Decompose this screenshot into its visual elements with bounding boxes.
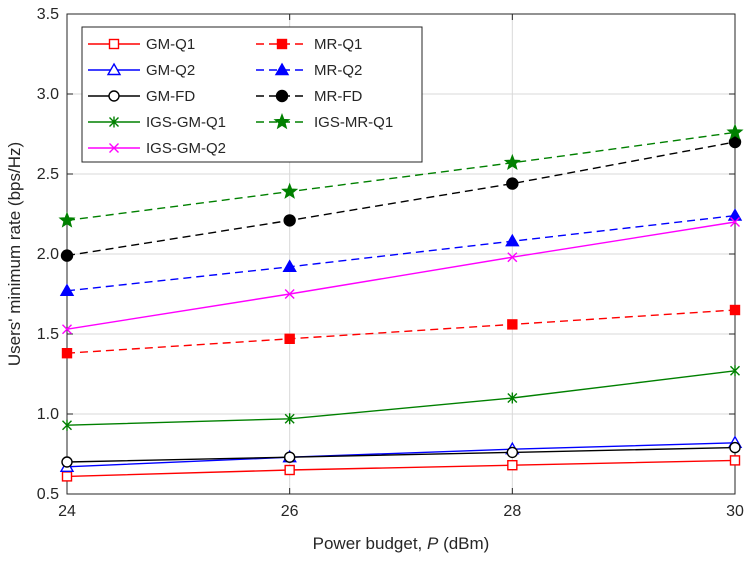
- legend-label: GM-Q2: [146, 62, 195, 79]
- data-point: [507, 252, 518, 263]
- data-point: [728, 135, 742, 149]
- legend-marker: [106, 62, 122, 76]
- x-tick-label: 26: [281, 503, 299, 520]
- data-point: [283, 214, 296, 227]
- legend-item: MR-Q2: [256, 62, 362, 79]
- series-line: [66, 221, 736, 330]
- data-point: [284, 464, 295, 476]
- y-tick-label: 1.0: [37, 406, 59, 423]
- series-igs-gm-q2: [62, 217, 740, 335]
- data-point: [729, 304, 741, 316]
- series-line: [66, 309, 736, 354]
- data-point: [507, 392, 518, 404]
- legend-marker: [275, 89, 289, 103]
- legend-marker: [108, 90, 120, 102]
- series-gm-q2: [59, 435, 743, 472]
- series-mr-q2: [59, 208, 743, 296]
- legend-marker: [273, 113, 291, 130]
- legend-item: IGS-MR-Q1: [256, 113, 393, 131]
- legend-marker: [109, 116, 119, 128]
- x-axis-label-suffix: (dBm): [438, 534, 489, 553]
- data-point: [503, 153, 521, 171]
- series-line: [66, 214, 736, 292]
- legend-item: GM-Q2: [88, 62, 195, 79]
- data-point: [281, 182, 299, 199]
- x-axis-label: Power budget, P (dBm): [313, 534, 490, 553]
- series-line: [66, 459, 736, 478]
- series-line: [66, 442, 736, 468]
- x-tick-label: 28: [503, 503, 521, 520]
- data-point: [61, 348, 73, 359]
- data-point: [61, 456, 73, 468]
- x-axis-label-var: P: [427, 534, 439, 553]
- data-point: [506, 177, 519, 190]
- legend-box: [81, 26, 423, 163]
- data-point: [58, 211, 76, 228]
- legend-label: MR-Q1: [314, 36, 362, 53]
- series-line: [66, 370, 736, 426]
- data-point: [282, 259, 297, 272]
- data-point: [727, 208, 743, 221]
- data-point: [284, 333, 295, 344]
- series-line: [66, 141, 736, 257]
- y-tick-label: 3.0: [37, 86, 59, 103]
- series-igs-mr-q1: [58, 123, 744, 228]
- y-tick-label: 2.5: [37, 166, 59, 183]
- data-point: [506, 446, 519, 459]
- data-point: [729, 455, 741, 466]
- data-point: [62, 419, 72, 431]
- legend-marker: [108, 38, 120, 50]
- legend-item: MR-Q1: [256, 36, 362, 53]
- data-point: [59, 283, 75, 296]
- x-tick-label: 30: [726, 503, 744, 520]
- data-point: [505, 233, 520, 247]
- legend-item: IGS-GM-Q2: [88, 140, 226, 157]
- data-point: [507, 319, 518, 330]
- y-tick-label: 2.0: [37, 246, 59, 263]
- x-tick-label: 24: [58, 503, 76, 520]
- legend-label: MR-FD: [314, 88, 362, 105]
- series-igs-gm-q1: [62, 365, 740, 431]
- series-line: [66, 131, 736, 222]
- series-mr-fd: [60, 135, 742, 262]
- data-point: [62, 324, 72, 335]
- legend: GM-Q1 MR-Q1 GM-Q2 MR-Q2 GM-FD MR-FD IGS-GM-Q1 I…: [81, 26, 423, 163]
- y-tick-label: 1.5: [37, 326, 59, 343]
- data-point: [730, 217, 740, 227]
- legend-label: GM-FD: [146, 88, 195, 105]
- legend-label: IGS-MR-Q1: [314, 114, 393, 131]
- data-point: [283, 451, 296, 463]
- data-point: [507, 460, 518, 471]
- legend-marker: [276, 38, 288, 50]
- legend-label: GM-Q1: [146, 36, 195, 53]
- y-tick-label: 0.5: [37, 486, 59, 503]
- legend-marker: [109, 143, 119, 153]
- legend-item: IGS-GM-Q1: [88, 114, 226, 131]
- series-line: [66, 446, 736, 463]
- data-point: [729, 441, 741, 454]
- axis-ticks: 0.5 1.0 1.5 2.0 2.5 3.0 3.5 24 26 28 30: [37, 6, 744, 520]
- legend-item: GM-Q1: [88, 36, 195, 53]
- series-gm-fd: [61, 441, 741, 468]
- legend-label: IGS-GM-Q1: [146, 114, 226, 131]
- series-group: [58, 123, 744, 482]
- data-point: [730, 365, 740, 377]
- legend-marker: [274, 62, 290, 76]
- series-gm-q1: [61, 455, 741, 482]
- data-point: [60, 249, 74, 262]
- series-mr-q1: [61, 304, 741, 359]
- legend-item: MR-FD: [256, 88, 362, 105]
- data-point: [61, 471, 73, 482]
- data-point: [284, 289, 295, 299]
- x-axis-label-prefix: Power budget,: [313, 534, 427, 553]
- y-axis-label: Users' minimum rate (bps/Hz): [5, 142, 24, 366]
- legend-item: GM-FD: [88, 88, 195, 105]
- y-tick-label: 3.5: [37, 6, 59, 23]
- legend-label: IGS-GM-Q2: [146, 140, 226, 157]
- legend-label: MR-Q2: [314, 62, 362, 79]
- data-point: [284, 413, 295, 425]
- data-point: [726, 123, 744, 140]
